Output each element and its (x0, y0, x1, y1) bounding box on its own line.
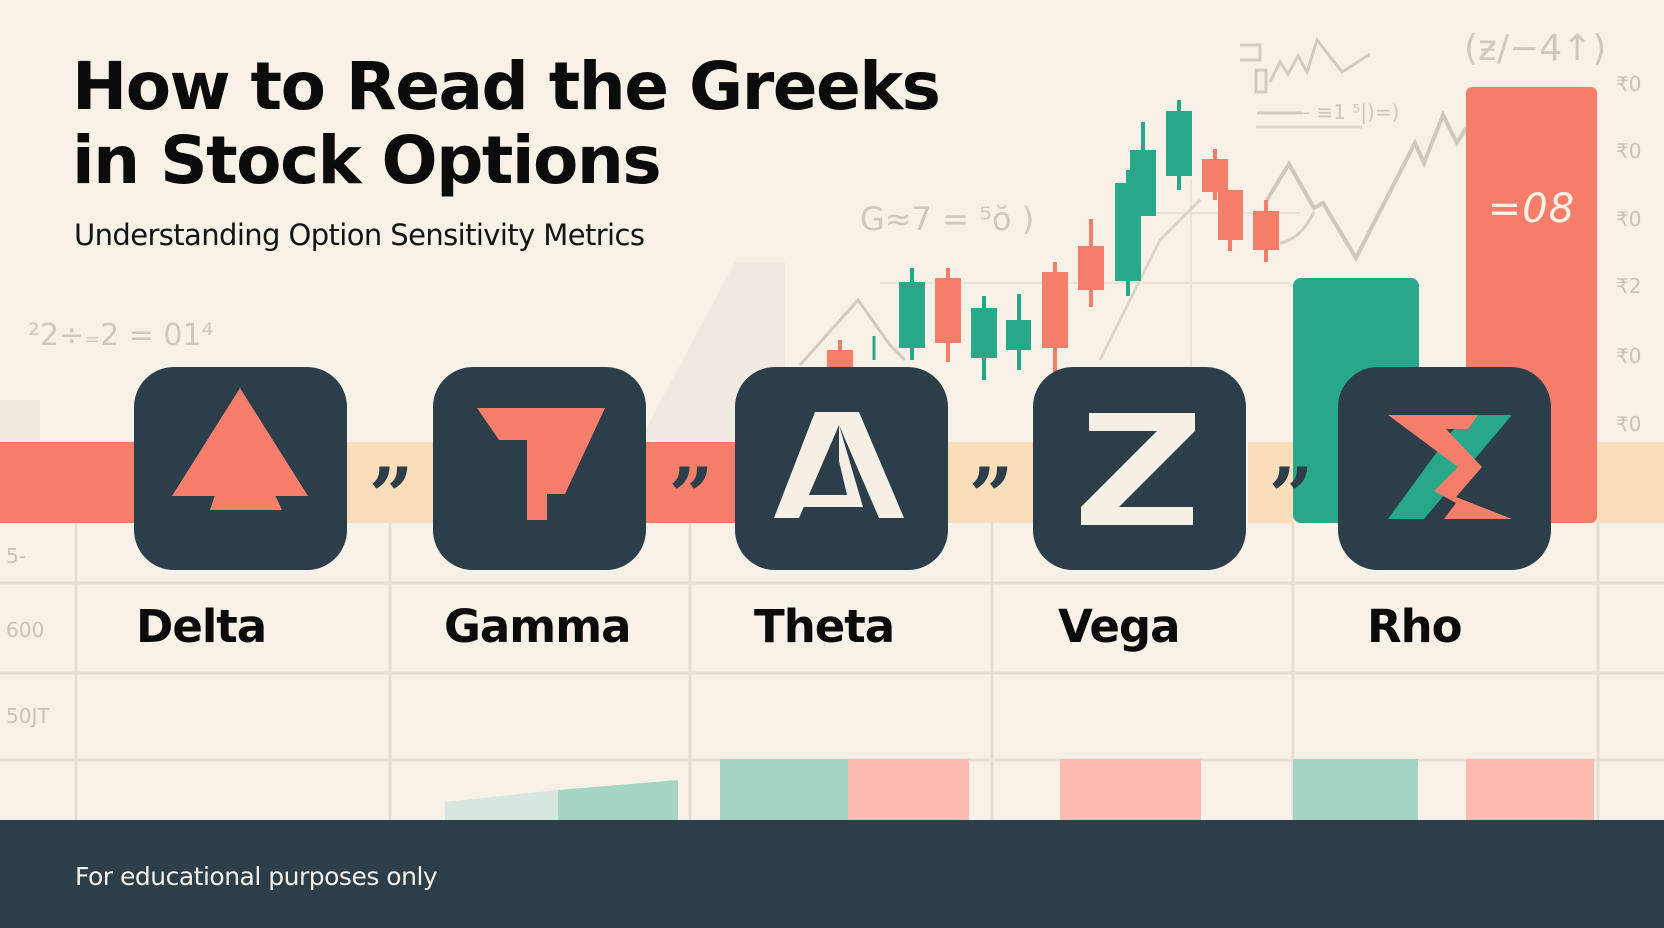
formula-mid: G≈7 = ⁵ŏ ) (860, 200, 1035, 238)
gamma-glyph-icon (477, 408, 605, 520)
footer-disclaimer: For educational purposes only (75, 862, 438, 891)
page-subtitle: Understanding Option Sensitivity Metrics (74, 218, 645, 252)
greek-label-gamma: Gamma (444, 600, 631, 653)
footer-bar: For educational purposes only (0, 820, 1664, 928)
page-title: How to Read the Greeks in Stock Options (72, 48, 941, 199)
theta-a-glyph-icon (774, 412, 904, 518)
bar-value-label: =08 (1487, 186, 1576, 232)
right-axis-label: ₹2 (1616, 274, 1642, 298)
quote-separator: ” (668, 451, 714, 542)
formula-top-mid: — ≡1 ⁵|)=) (1290, 100, 1400, 124)
formula-left: ²2÷₌2 = 01⁴ (28, 318, 214, 353)
band-segment (646, 442, 735, 523)
band-segment (347, 442, 433, 523)
greek-tile-rho (1338, 367, 1551, 570)
title-line-2: in Stock Options (72, 122, 662, 199)
left-axis-label: 50JT (6, 704, 50, 728)
greek-tile-delta (134, 367, 347, 570)
band-segment (948, 442, 1033, 523)
left-axis-label: 600 (6, 618, 45, 642)
right-axis-label: ₹0 (1616, 139, 1642, 163)
right-axis-label: ₹0 (1616, 72, 1642, 96)
band-segment (1248, 442, 1293, 523)
formula-top-right: (ƶ/−4↑) (1464, 28, 1607, 69)
greek-label-theta: Theta (754, 600, 895, 653)
quote-separator: ” (1268, 451, 1314, 542)
quote-separator: ” (968, 451, 1014, 542)
greek-tile-gamma (433, 367, 646, 570)
vega-z-glyph-icon (1081, 413, 1195, 525)
rho-sigma-glyph-icon (1388, 415, 1512, 519)
right-axis-label: ₹0 (1616, 207, 1642, 231)
right-axis-label: ₹0 (1616, 412, 1642, 436)
greek-tile-vega (1033, 367, 1246, 570)
greek-label-rho: Rho (1367, 600, 1463, 653)
greek-label-delta: Delta (136, 600, 267, 653)
greek-tile-theta (735, 367, 948, 570)
band-segment (0, 442, 134, 523)
triangle-delta-icon (172, 388, 308, 510)
left-axis-label: 5- (6, 544, 26, 568)
right-axis-label: ₹0 (1616, 344, 1642, 368)
greek-label-vega: Vega (1058, 600, 1180, 653)
band-segment (1597, 442, 1664, 523)
quote-separator: ” (368, 451, 414, 542)
title-line-1: How to Read the Greeks (72, 48, 941, 125)
